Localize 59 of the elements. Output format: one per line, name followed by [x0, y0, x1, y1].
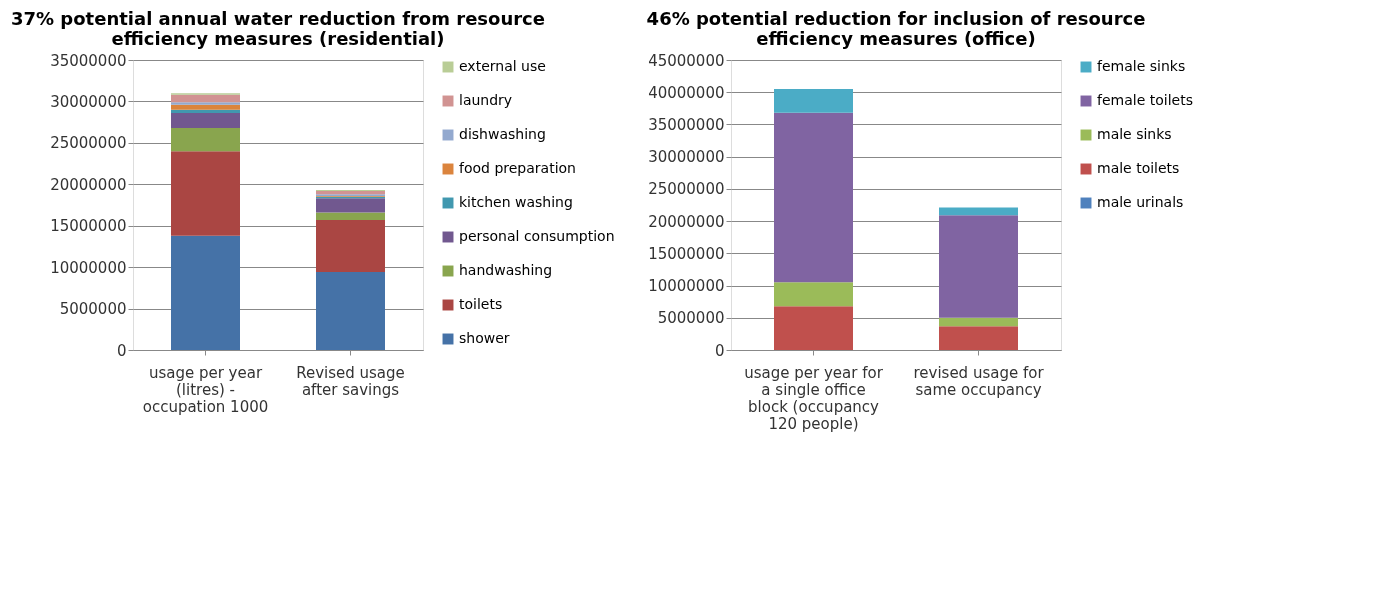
legend-label: personal consumption: [459, 228, 615, 244]
legend-label: female sinks: [1097, 58, 1186, 74]
x-tick-label: usage per year for a single office block (occupancy 120 people): [744, 363, 884, 433]
x-tick-label: usage per year (litres) - occupation 1000: [142, 363, 269, 416]
x-tick-label: Revised usage after savings: [296, 363, 405, 399]
bar: [171, 235, 240, 350]
legend-label: male sinks: [1097, 126, 1172, 142]
y-tick-label: 25000000: [648, 180, 725, 199]
legend-label: shower: [459, 330, 510, 346]
legend-label: external use: [459, 58, 546, 74]
y-tick-label: 0: [714, 341, 725, 360]
bar: [939, 326, 1018, 350]
bar: [171, 109, 240, 114]
bar: [316, 212, 385, 220]
bar: [774, 89, 853, 113]
y-tick-label: 20000000: [648, 212, 725, 231]
y-tick-label: 25000000: [50, 134, 127, 153]
y-tick-label: 30000000: [50, 92, 127, 111]
bar: [316, 272, 385, 350]
y-tick-label: 45000000: [648, 51, 725, 70]
y-tick-label: 15000000: [50, 217, 127, 236]
y-tick-label: 10000000: [648, 277, 725, 296]
bar: [171, 94, 240, 103]
legend-label: kitchen washing: [459, 194, 573, 210]
y-tick-label: 5000000: [657, 309, 725, 328]
y-tick-label: 10000000: [50, 258, 127, 277]
y-tick-label: 15000000: [648, 244, 725, 263]
legend-label: laundry: [459, 92, 513, 108]
x-tick-label: revised usage for same occupancy: [913, 363, 1045, 399]
bar: [171, 113, 240, 128]
legend-label: food preparation: [459, 160, 576, 176]
bar: [171, 127, 240, 152]
y-tick-label: 35000000: [648, 115, 725, 134]
bar: [316, 198, 385, 213]
bar: [774, 112, 853, 283]
bar: [171, 151, 240, 236]
y-tick-label: 5000000: [59, 300, 127, 319]
bar: [316, 219, 385, 273]
bar: [774, 306, 853, 350]
legend-label: male toilets: [1097, 160, 1180, 176]
legend-label: male urinals: [1097, 194, 1184, 210]
bar: [316, 190, 385, 195]
y-tick-label: 35000000: [50, 51, 127, 70]
bar: [171, 102, 240, 105]
legend-label: toilets: [459, 296, 503, 312]
y-tick-label: 0: [116, 341, 127, 360]
legend-label: dishwashing: [459, 126, 546, 142]
bar: [939, 207, 1018, 216]
legend-label: handwashing: [459, 262, 553, 278]
legend-label: female toilets: [1097, 92, 1193, 108]
bar: [939, 215, 1018, 318]
y-tick-label: 40000000: [648, 83, 725, 102]
bar: [774, 282, 853, 307]
bar: [171, 104, 240, 110]
chart-title: 37% potential annual water reduction from resource efficiency measures (residential): [11, 8, 545, 49]
y-tick-label: 30000000: [648, 148, 725, 167]
y-tick-label: 20000000: [50, 175, 127, 194]
chart-title: 46% potential reduction for inclusion of resource efficiency measures (office): [646, 8, 1146, 49]
bar: [939, 317, 1018, 327]
